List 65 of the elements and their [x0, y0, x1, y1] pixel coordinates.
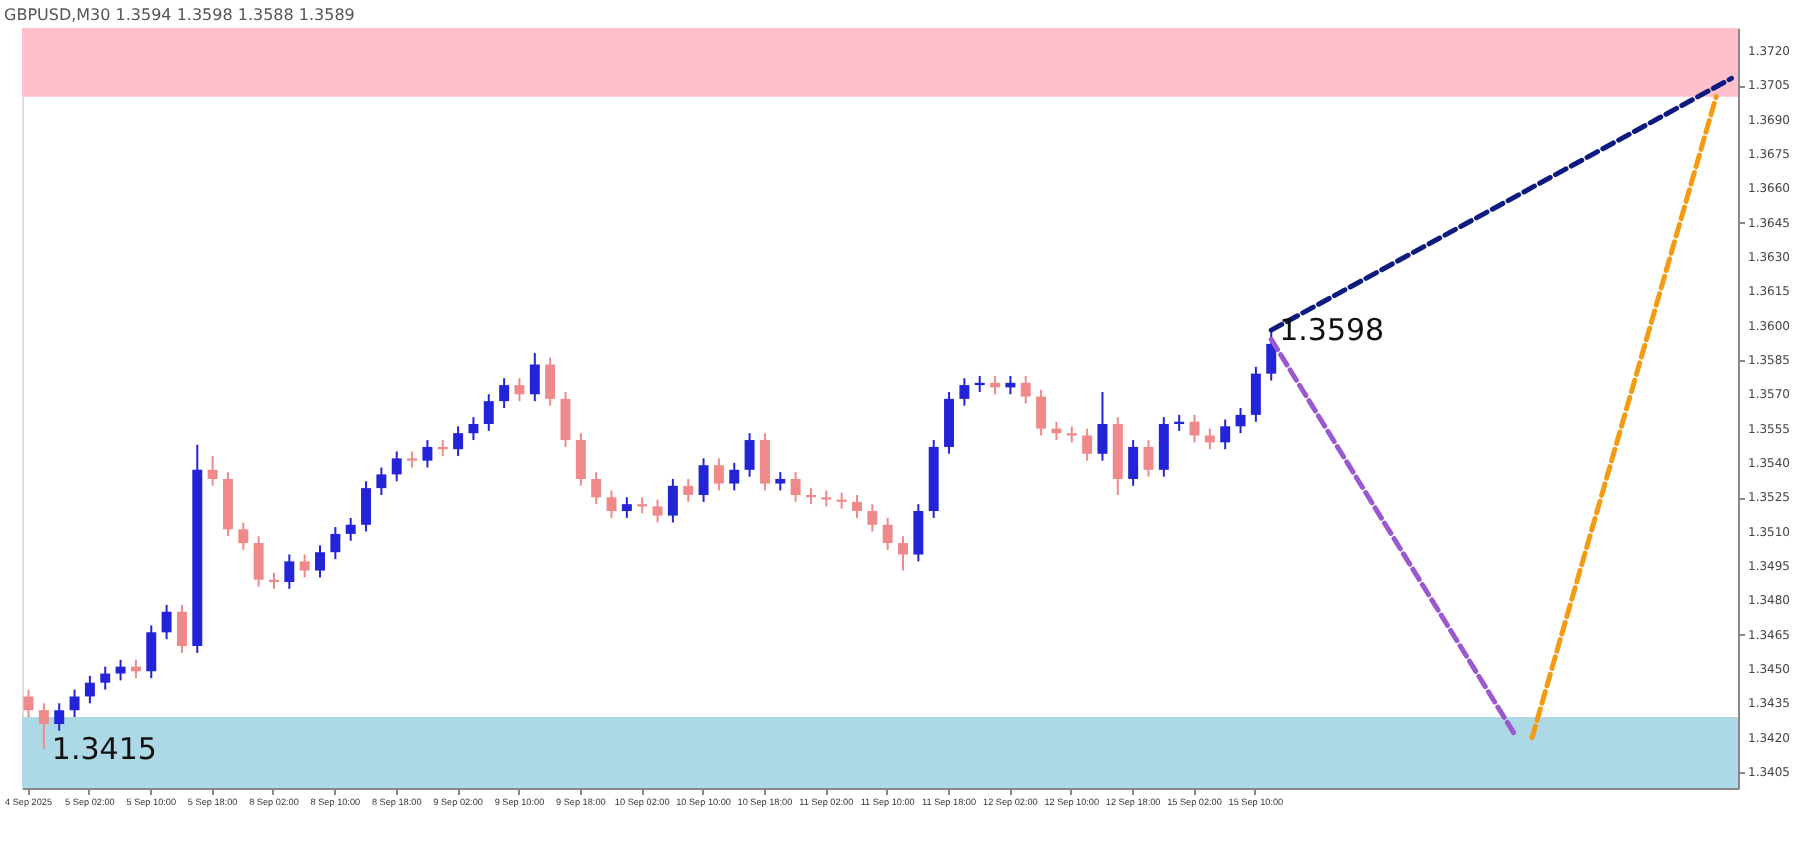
- candlestick: [759, 432, 770, 492]
- candlestick: [1097, 390, 1108, 462]
- candlestick: [23, 688, 34, 719]
- candlestick: [1020, 374, 1031, 405]
- candlestick: [1143, 439, 1154, 478]
- candlestick: [207, 455, 218, 487]
- candlestick: [100, 665, 111, 691]
- annotation: 1.3598: [1279, 312, 1385, 349]
- candlestick: [330, 526, 341, 561]
- candlestick: [391, 450, 402, 483]
- candlestick: [913, 503, 924, 563]
- candlestick: [744, 432, 755, 478]
- candlestick: [483, 393, 494, 432]
- candlestick: [529, 352, 540, 403]
- candlestick: [790, 471, 801, 503]
- candlestick: [1158, 416, 1169, 478]
- candlestick: [545, 356, 556, 407]
- candlestick: [84, 674, 95, 705]
- candlestick: [898, 535, 908, 572]
- candlestick: [1204, 427, 1215, 451]
- candlestick: [514, 377, 525, 403]
- candlestick: [345, 516, 356, 542]
- candlestick: [713, 457, 724, 492]
- candlestick: [575, 432, 586, 487]
- candlestick: [667, 477, 678, 524]
- candlestick: [146, 624, 157, 680]
- candlestick: [176, 603, 187, 654]
- candlestick: [253, 535, 264, 588]
- candlestick: [867, 503, 878, 533]
- candlestick: [315, 544, 325, 579]
- candlestick: [882, 516, 893, 551]
- annotation: 1.3415: [51, 731, 157, 768]
- candlestick: [499, 377, 510, 409]
- candlestick: [775, 471, 786, 492]
- candlestick: [376, 466, 387, 496]
- candlestick: [468, 416, 479, 442]
- candlestick: [284, 553, 295, 590]
- candlestick: [1036, 388, 1047, 437]
- candlestick: [560, 390, 571, 448]
- candlestick: [54, 702, 65, 732]
- candlestick: [38, 702, 49, 751]
- candlestick: [621, 496, 632, 519]
- candlestick: [1082, 427, 1093, 462]
- candlestick: [698, 457, 709, 503]
- candlestick: [69, 688, 80, 719]
- chart-title: GBPUSD,M30 1.3594 1.3598 1.3588 1.3589: [4, 6, 355, 24]
- candlestick: [453, 425, 464, 458]
- candlestick: [729, 461, 740, 492]
- candlestick: [1128, 439, 1139, 487]
- candlestick: [1220, 418, 1231, 451]
- candlestick: [161, 603, 172, 641]
- candlestick: [1250, 365, 1261, 423]
- candlestick: [115, 658, 126, 682]
- candlestick: [852, 493, 862, 519]
- candlestick: [683, 477, 694, 503]
- candlestick: [238, 521, 249, 551]
- candlestick: [652, 498, 663, 524]
- candlestick: [1266, 329, 1277, 382]
- candlestick: [959, 377, 970, 407]
- candlestick: [606, 489, 617, 519]
- candlestick: [422, 439, 433, 469]
- candlestick: [361, 480, 372, 533]
- candlestick: [1235, 407, 1246, 435]
- candlestick: [591, 471, 602, 506]
- candlestick: [299, 553, 310, 579]
